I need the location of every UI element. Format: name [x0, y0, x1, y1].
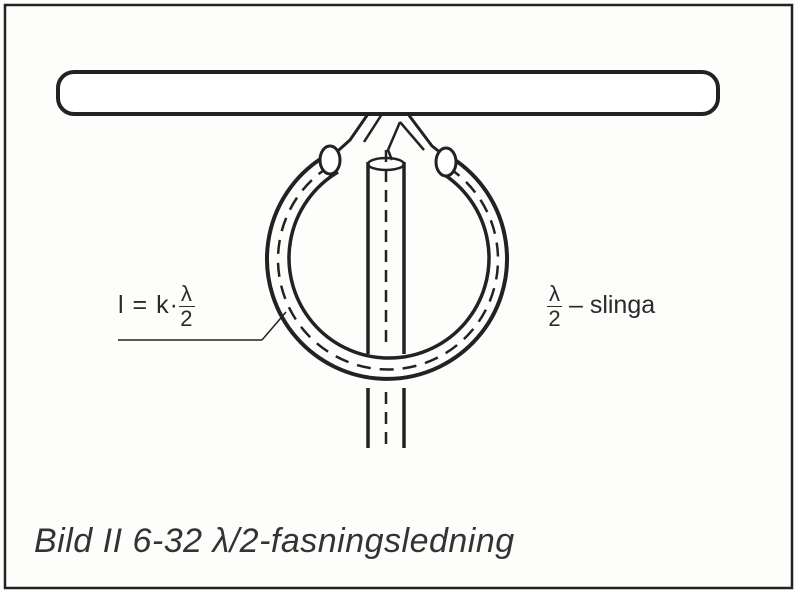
feed-leg-center-right	[399, 121, 425, 151]
figure-caption: Bild II 6-32 λ/2-fasningsledning	[34, 522, 515, 560]
feed-leg-center	[386, 121, 402, 161]
formula-k: k	[156, 291, 170, 320]
formula-fraction-denominator: 2	[180, 306, 194, 331]
dipole-rod	[56, 70, 720, 116]
loop-label-denominator: 2	[548, 306, 561, 331]
formula-dot: ·	[169, 291, 179, 320]
figure-border	[3, 3, 794, 590]
loop-center-conductor	[276, 164, 500, 371]
loop-inner	[287, 170, 491, 360]
loop-label-numerator: λ	[547, 281, 562, 307]
feed-leg-left-inner	[362, 113, 384, 143]
length-formula: l = k· λ 2	[118, 282, 195, 331]
loop-outer	[265, 156, 509, 381]
loop-label-word: slinga	[589, 291, 656, 320]
formula-fraction-numerator: λ	[178, 281, 195, 307]
loop-label-dash: –	[568, 291, 583, 320]
loop-end-right	[434, 146, 458, 178]
formula-equals: =	[132, 291, 149, 320]
feedline-top-cap	[366, 156, 406, 172]
formula-leader-diagonal	[261, 311, 287, 341]
formula-lhs: l	[118, 291, 125, 320]
loop-end-left	[318, 144, 342, 176]
